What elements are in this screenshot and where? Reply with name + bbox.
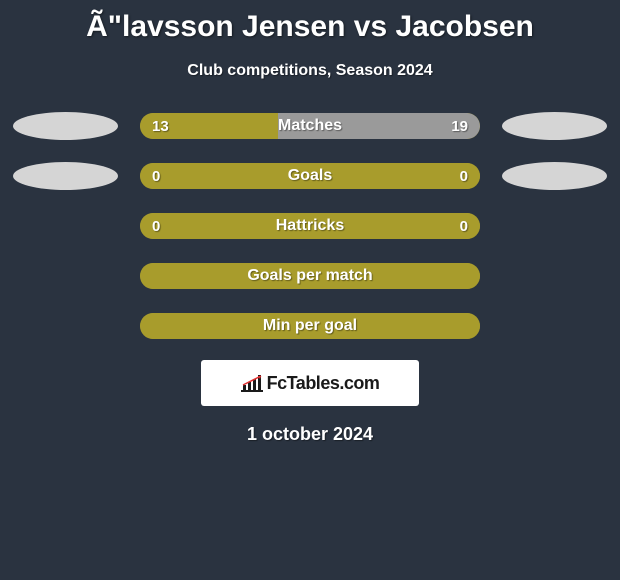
- stat-label: Goals: [140, 167, 480, 185]
- stat-bar: 00Hattricks: [140, 213, 480, 239]
- oval-placeholder: [13, 312, 118, 340]
- page-title: Ã"lavsson Jensen vs Jacobsen: [0, 0, 620, 44]
- stat-label: Min per goal: [140, 317, 480, 335]
- right-player-oval: [502, 112, 607, 140]
- oval-placeholder: [13, 262, 118, 290]
- stat-bar: Goals per match: [140, 263, 480, 289]
- oval-placeholder: [502, 312, 607, 340]
- left-player-oval: [13, 112, 118, 140]
- comparison-rows: 1319Matches 00Goals 00Hattricks Goals per m…: [0, 112, 620, 340]
- comparison-row: 00Hattricks: [0, 212, 620, 240]
- stat-bar: Min per goal: [140, 313, 480, 339]
- page-subtitle: Club competitions, Season 2024: [0, 62, 620, 80]
- chart-icon: [241, 374, 263, 392]
- left-player-oval: [13, 162, 118, 190]
- right-player-oval: [502, 162, 607, 190]
- date-label: 1 october 2024: [0, 424, 620, 445]
- stat-label: Hattricks: [140, 217, 480, 235]
- stat-label: Goals per match: [140, 267, 480, 285]
- comparison-row: Min per goal: [0, 312, 620, 340]
- comparison-row: 00Goals: [0, 162, 620, 190]
- oval-placeholder: [502, 262, 607, 290]
- stat-label: Matches: [140, 117, 480, 135]
- badge-text: FcTables.com: [267, 373, 380, 394]
- oval-placeholder: [502, 212, 607, 240]
- oval-placeholder: [13, 212, 118, 240]
- comparison-row: Goals per match: [0, 262, 620, 290]
- stat-bar: 00Goals: [140, 163, 480, 189]
- stat-bar: 1319Matches: [140, 113, 480, 139]
- comparison-row: 1319Matches: [0, 112, 620, 140]
- source-badge: FcTables.com: [201, 360, 419, 406]
